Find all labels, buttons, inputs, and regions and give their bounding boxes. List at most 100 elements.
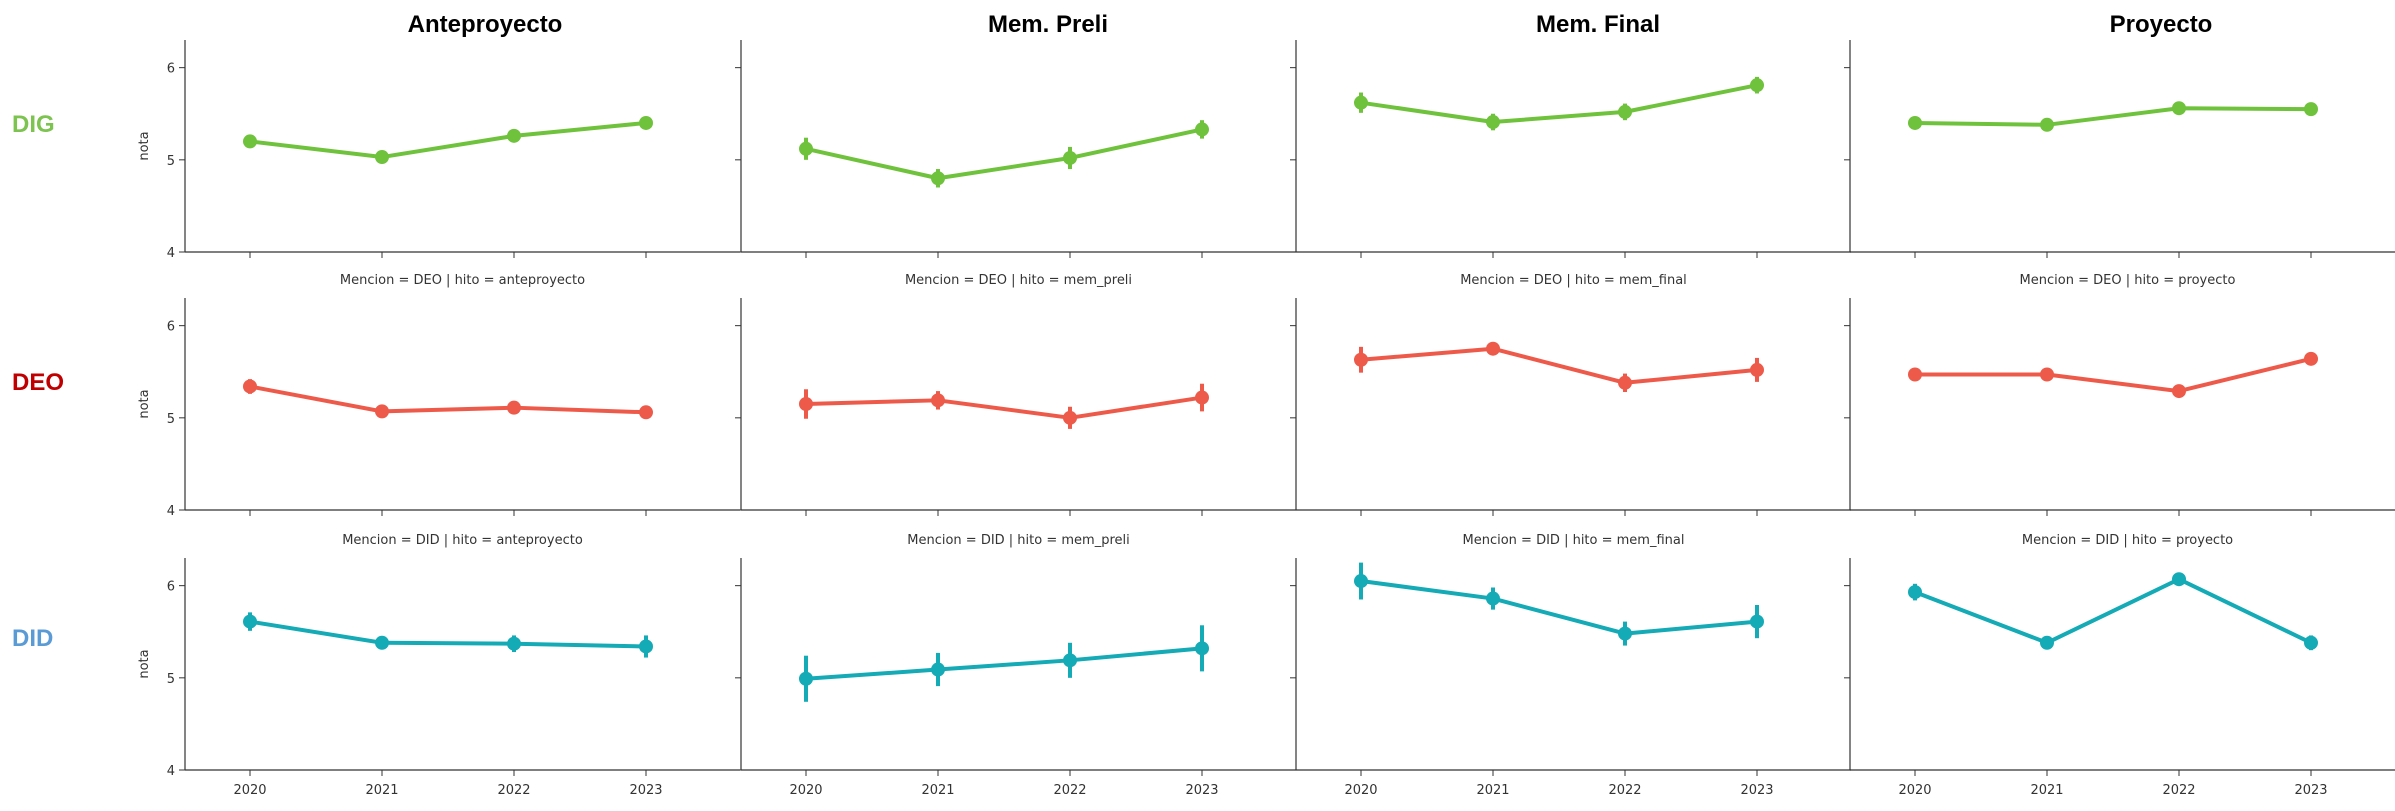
data-point bbox=[2172, 572, 2186, 587]
x-tick-label: 2020 bbox=[1898, 783, 1931, 798]
data-point bbox=[243, 379, 257, 394]
panel-deo-proyecto: Mencion = DEO | hito = proyecto bbox=[1844, 273, 2395, 516]
data-point bbox=[1063, 150, 1077, 165]
row-label-deo: DEO bbox=[12, 369, 64, 396]
x-tick-label: 2021 bbox=[365, 783, 398, 798]
data-point bbox=[507, 636, 521, 651]
data-point bbox=[243, 134, 257, 149]
panel-deo-mem-preli: Mencion = DEO | hito = mem_preli bbox=[735, 273, 1296, 516]
x-tick-label: 2021 bbox=[921, 783, 954, 798]
panel-dig-anteproyecto: 4 5 6 nota bbox=[137, 40, 740, 261]
panel-dig-mem-final bbox=[1290, 40, 1851, 258]
data-point bbox=[1354, 574, 1368, 589]
data-point bbox=[931, 171, 945, 186]
data-point bbox=[639, 639, 653, 654]
data-point bbox=[931, 393, 945, 408]
panel-did-anteproyecto: 4 5 6 nota 2020 2021 2022 2023 Mencion = DID | h… bbox=[137, 533, 740, 798]
column-titles: Anteproyecto Mem. Preli Mem. Final Proye… bbox=[408, 11, 2213, 38]
y-tick-label: 4 bbox=[167, 246, 175, 261]
panel-deo-mem-final: Mencion = DEO | hito = mem_final bbox=[1290, 273, 1851, 516]
column-title-anteproyecto: Anteproyecto bbox=[408, 11, 563, 38]
data-point bbox=[639, 405, 653, 420]
data-point bbox=[2040, 117, 2054, 132]
data-point bbox=[375, 635, 389, 650]
x-tick-label: 2022 bbox=[497, 783, 530, 798]
data-point bbox=[1618, 104, 1632, 119]
series-line bbox=[1914, 106, 2312, 127]
y-axis-label: nota bbox=[137, 131, 152, 160]
panels: 4 5 6 nota 4 5 6 nota Mencion = DEO | hito = ant… bbox=[137, 40, 2395, 798]
column-title-proyecto: Proyecto bbox=[2110, 11, 2213, 38]
data-point bbox=[1908, 367, 1922, 382]
data-point bbox=[1195, 641, 1209, 656]
y-tick-label: 6 bbox=[167, 580, 175, 595]
panel-subtitle: Mencion = DEO | hito = anteproyecto bbox=[340, 273, 585, 288]
series-line bbox=[1914, 577, 2312, 645]
x-tick-label: 2023 bbox=[629, 783, 662, 798]
data-point bbox=[1486, 341, 1500, 356]
data-point bbox=[1486, 591, 1500, 606]
row-label-dig: DIG bbox=[12, 111, 55, 138]
data-point bbox=[799, 397, 813, 411]
x-tick-label: 2022 bbox=[2162, 783, 2195, 798]
data-point bbox=[1618, 626, 1632, 641]
data-point bbox=[1195, 390, 1209, 405]
row-label-did: DID bbox=[12, 625, 53, 652]
panel-did-proyecto: 2020 2021 2022 2023 Mencion = DID | hito = p… bbox=[1844, 533, 2395, 798]
x-tick-label: 2023 bbox=[2294, 783, 2327, 798]
x-tick-label: 2021 bbox=[1476, 783, 1509, 798]
series-line bbox=[1360, 346, 1758, 385]
data-point bbox=[799, 671, 813, 686]
data-point bbox=[1908, 585, 1922, 600]
x-tick-label: 2023 bbox=[1185, 783, 1218, 798]
x-tick-label: 2022 bbox=[1053, 783, 1086, 798]
y-tick-label: 4 bbox=[167, 764, 175, 779]
data-point bbox=[507, 128, 521, 143]
y-tick-label: 6 bbox=[167, 320, 175, 335]
data-point bbox=[1750, 78, 1764, 93]
series-line bbox=[1915, 356, 2312, 394]
y-tick-label: 5 bbox=[167, 412, 175, 427]
y-tick-label: 6 bbox=[167, 62, 175, 77]
series-line bbox=[1360, 83, 1758, 125]
series-line bbox=[805, 646, 1203, 681]
panel-subtitle: Mencion = DEO | hito = mem_preli bbox=[905, 273, 1132, 288]
data-point bbox=[2172, 101, 2186, 116]
panel-subtitle: Mencion = DID | hito = mem_final bbox=[1463, 533, 1685, 548]
panel-subtitle: Mencion = DID | hito = mem_preli bbox=[907, 533, 1129, 548]
x-tick-label: 2020 bbox=[789, 783, 822, 798]
column-title-mem-final: Mem. Final bbox=[1536, 11, 1660, 38]
data-point bbox=[375, 150, 389, 165]
data-point bbox=[1063, 653, 1077, 668]
y-tick-label: 5 bbox=[167, 672, 175, 687]
data-point bbox=[931, 662, 945, 677]
y-axis-label: nota bbox=[137, 649, 152, 678]
data-point bbox=[1908, 115, 1922, 130]
data-point bbox=[243, 614, 257, 629]
data-point bbox=[507, 400, 521, 415]
y-tick-label: 5 bbox=[167, 154, 175, 169]
series-line bbox=[249, 384, 647, 415]
data-point bbox=[1195, 122, 1209, 137]
panel-did-mem-final: 2020 2021 2022 2023 Mencion = DID | hito = m… bbox=[1290, 533, 1851, 798]
panel-deo-anteproyecto: 4 5 6 nota Mencion = DEO | hito = anteproyec… bbox=[137, 273, 740, 519]
y-axis-label: nota bbox=[137, 389, 152, 418]
data-point bbox=[1618, 375, 1632, 390]
data-point bbox=[2304, 102, 2318, 117]
column-title-mem-preli: Mem. Preli bbox=[988, 11, 1108, 38]
row-labels: DIG DEO DID bbox=[12, 111, 64, 652]
panel-dig-proyecto bbox=[1844, 40, 2395, 258]
x-tick-label: 2021 bbox=[2030, 783, 2063, 798]
data-point bbox=[1486, 115, 1500, 130]
panel-subtitle: Mencion = DEO | hito = mem_final bbox=[1460, 273, 1687, 288]
series-line bbox=[249, 120, 647, 160]
data-point bbox=[1750, 362, 1764, 377]
data-point bbox=[2172, 384, 2186, 399]
panel-dig-mem-preli bbox=[735, 40, 1296, 258]
panel-did-mem-preli: 2020 2021 2022 2023 Mencion = DID | hito = m… bbox=[735, 533, 1296, 798]
x-tick-label: 2022 bbox=[1608, 783, 1641, 798]
series-line bbox=[805, 395, 1203, 420]
data-point bbox=[2304, 635, 2318, 650]
data-point bbox=[1750, 614, 1764, 629]
data-point bbox=[1354, 95, 1368, 110]
